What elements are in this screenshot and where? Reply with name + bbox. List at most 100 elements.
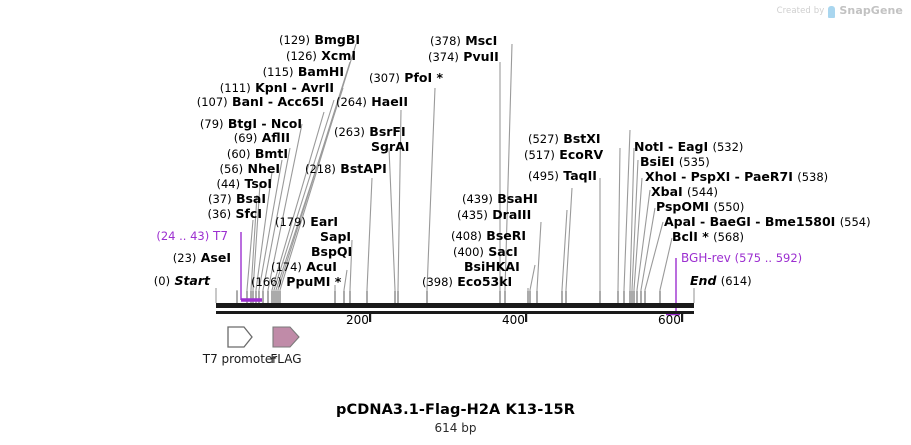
enzyme-label-saci[interactable]: (400) SacI [453,245,518,259]
watermark-created-by-label: Created by [776,5,825,16]
flag-legend-arrow[interactable] [272,326,300,348]
enzyme-label-nhei[interactable]: (56) NheI [128,162,280,176]
enzyme-label-bani-acc65i[interactable]: (107) BanI - Acc65I [118,95,324,109]
enzyme-label-apai-baegi-bme1580i[interactable]: ApaI - BaeGI - Bme1580I (554) [664,215,871,229]
enzyme-label-acui[interactable]: (174) AcuI [271,260,337,274]
enzyme-label-eari[interactable]: (179) EarI [275,215,338,229]
plasmid-size: 614 bp [434,421,477,435]
enzyme-label-msci[interactable]: (378) MscI [430,34,497,48]
enzyme-label-bsai[interactable]: (37) BsaI [114,192,266,206]
enzyme-name-apai-baegi-bme1580i: ApaI - BaeGI - Bme1580I [664,214,836,229]
enzyme-label-taqii[interactable]: (495) TaqII [528,169,597,183]
enzyme-position-bsahi: (439) [462,192,493,206]
sequence-start-name: Start [174,273,210,288]
enzyme-position-bmgbi: (129) [279,33,310,47]
enzyme-label-noti-eagi[interactable]: NotI - EagI (532) [634,140,743,154]
feature-name-t7: T7 [213,229,228,243]
enzyme-name-bsiei: BsiEI [640,154,675,169]
feature-label-bgh-rev[interactable]: BGH-rev (575 .. 592) [681,252,802,265]
enzyme-label-bmgbi[interactable]: (129) BmgBI [150,33,360,47]
sequence-end-label[interactable]: End (614) [690,274,752,288]
enzyme-position-bseri: (408) [451,229,482,243]
enzyme-name-pvuii: PvuII [463,49,499,64]
enzyme-name-bamhi: BamHI [297,64,344,79]
sequence-end-name: End [690,273,717,288]
enzyme-name-bcli: BclI * [672,229,709,244]
enzyme-name-draiii: DraIII [492,207,532,222]
enzyme-name-ppumi: PpuMI * [286,274,342,289]
enzyme-position-bsai: (37) [207,192,232,206]
enzyme-label-sfci[interactable]: (36) SfcI [110,207,262,221]
enzyme-label-bspqi[interactable]: BspQI [311,245,352,258]
enzyme-label-haeii[interactable]: (264) HaeII [336,95,408,109]
enzyme-label-xhoi-pspxi-paer7i[interactable]: XhoI - PspXI - PaeR7I (538) [645,170,828,184]
enzyme-position-nhei: (56) [219,162,244,176]
enzyme-label-bmti[interactable]: (60) BmtI [130,147,288,161]
enzyme-label-bstxi[interactable]: (527) BstXI [528,132,601,146]
enzyme-label-draiii[interactable]: (435) DraIII [457,208,531,222]
enzyme-name-bsihkai: BsiHKAI [464,259,520,274]
enzyme-label-ecorv[interactable]: (517) EcoRV [524,148,603,162]
ruler-label-400: 400 [502,313,525,327]
enzyme-label-asei[interactable]: (23) AseI [100,251,231,265]
enzyme-label-tsoi[interactable]: (44) TsoI [120,177,272,191]
enzyme-name-bsrfi: BsrFI [369,124,406,139]
enzyme-label-sapi[interactable]: SapI [320,230,351,243]
enzyme-label-bseri[interactable]: (408) BseRI [451,229,526,243]
enzyme-name-bseri: BseRI [486,228,527,243]
t7-promoter-legend-arrow[interactable] [227,326,253,348]
title-block: pCDNA3.1-Flag-H2A K13-15R 614 bp [0,402,911,435]
enzyme-label-bsrfi[interactable]: (263) BsrFI [334,125,406,139]
legend-caption-flag: FLAG [270,352,302,366]
enzyme-name-asei: AseI [200,250,231,265]
snapgene-watermark: Created by SnapGene [776,4,903,18]
ruler-label-200: 200 [346,313,369,327]
enzyme-position-tsoi: (44) [216,177,241,191]
sequence-backbone[interactable] [216,303,694,314]
enzyme-position-ppumi: (166) [251,275,282,289]
enzyme-label-eco53ki[interactable]: (398) Eco53kI [422,275,512,289]
feature-range-bgh-rev: (575 .. 592) [734,251,803,265]
enzyme-position-acui: (174) [271,260,302,274]
enzyme-label-bsihkai[interactable]: BsiHKAI [464,260,520,273]
enzyme-label-bsahi[interactable]: (439) BsaHI [462,192,538,206]
enzyme-name-bstapi: BstAPI [340,161,387,176]
enzyme-label-kpni-avrii[interactable]: (111) KpnI - AvrII [130,81,334,95]
enzyme-label-aflii[interactable]: (69) AflII [130,131,290,145]
enzyme-label-ppumi[interactable]: (166) PpuMI * [251,275,341,289]
enzyme-name-bani-acc65i: BanI - Acc65I [232,94,324,109]
enzyme-position-pfoi: (307) [369,71,400,85]
enzyme-name-pspomi: PspOMI [656,199,710,214]
enzyme-label-xbai[interactable]: XbaI (544) [651,185,718,199]
feature-label-t7-promoter[interactable]: (24 .. 43) T7 [100,230,228,243]
enzyme-name-acui: AcuI [306,259,337,274]
enzyme-label-pspomi[interactable]: PspOMI (550) [656,200,744,214]
enzyme-label-bcli[interactable]: BclI * (568) [672,230,744,244]
sequence-end-position: (614) [720,274,752,288]
enzyme-position-xcmi: (126) [285,49,317,63]
enzyme-position-ecorv: (517) [524,148,555,162]
enzyme-label-btgi-ncoi[interactable]: (79) BtgI - NcoI [118,117,302,131]
enzyme-position-eco53ki: (398) [422,275,453,289]
enzyme-label-bstapi[interactable]: (218) BstAPI [305,162,387,176]
snapgene-logo-icon [828,5,836,18]
enzyme-position-asei: (23) [172,251,197,265]
t7-promoter-feature-bar[interactable] [240,232,262,302]
enzyme-position-bani: (107) [196,95,228,109]
enzyme-position-btgi: (79) [199,117,224,131]
enzyme-position-sfci: (36) [207,207,232,221]
enzyme-label-bamhi[interactable]: (115) BamHI [140,65,344,79]
enzyme-name-bsahi: BsaHI [497,191,538,206]
enzyme-name-taqii: TaqII [563,168,597,183]
enzyme-position-bmti: (60) [226,147,251,161]
enzyme-label-pvuii[interactable]: (374) PvuII [428,50,499,64]
sequence-start-label[interactable]: (0) Start [100,274,210,288]
enzyme-position-kpni: (111) [219,81,251,95]
enzyme-position-bsiei: (535) [678,155,710,169]
enzyme-label-xcmi[interactable]: (126) XcmI [150,49,356,63]
enzyme-label-bsiei[interactable]: BsiEI (535) [640,155,710,169]
enzyme-site-ticks [236,291,661,303]
enzyme-label-sgrai[interactable]: SgrAI [371,140,409,153]
enzyme-label-pfoi[interactable]: (307) PfoI * [369,71,443,85]
